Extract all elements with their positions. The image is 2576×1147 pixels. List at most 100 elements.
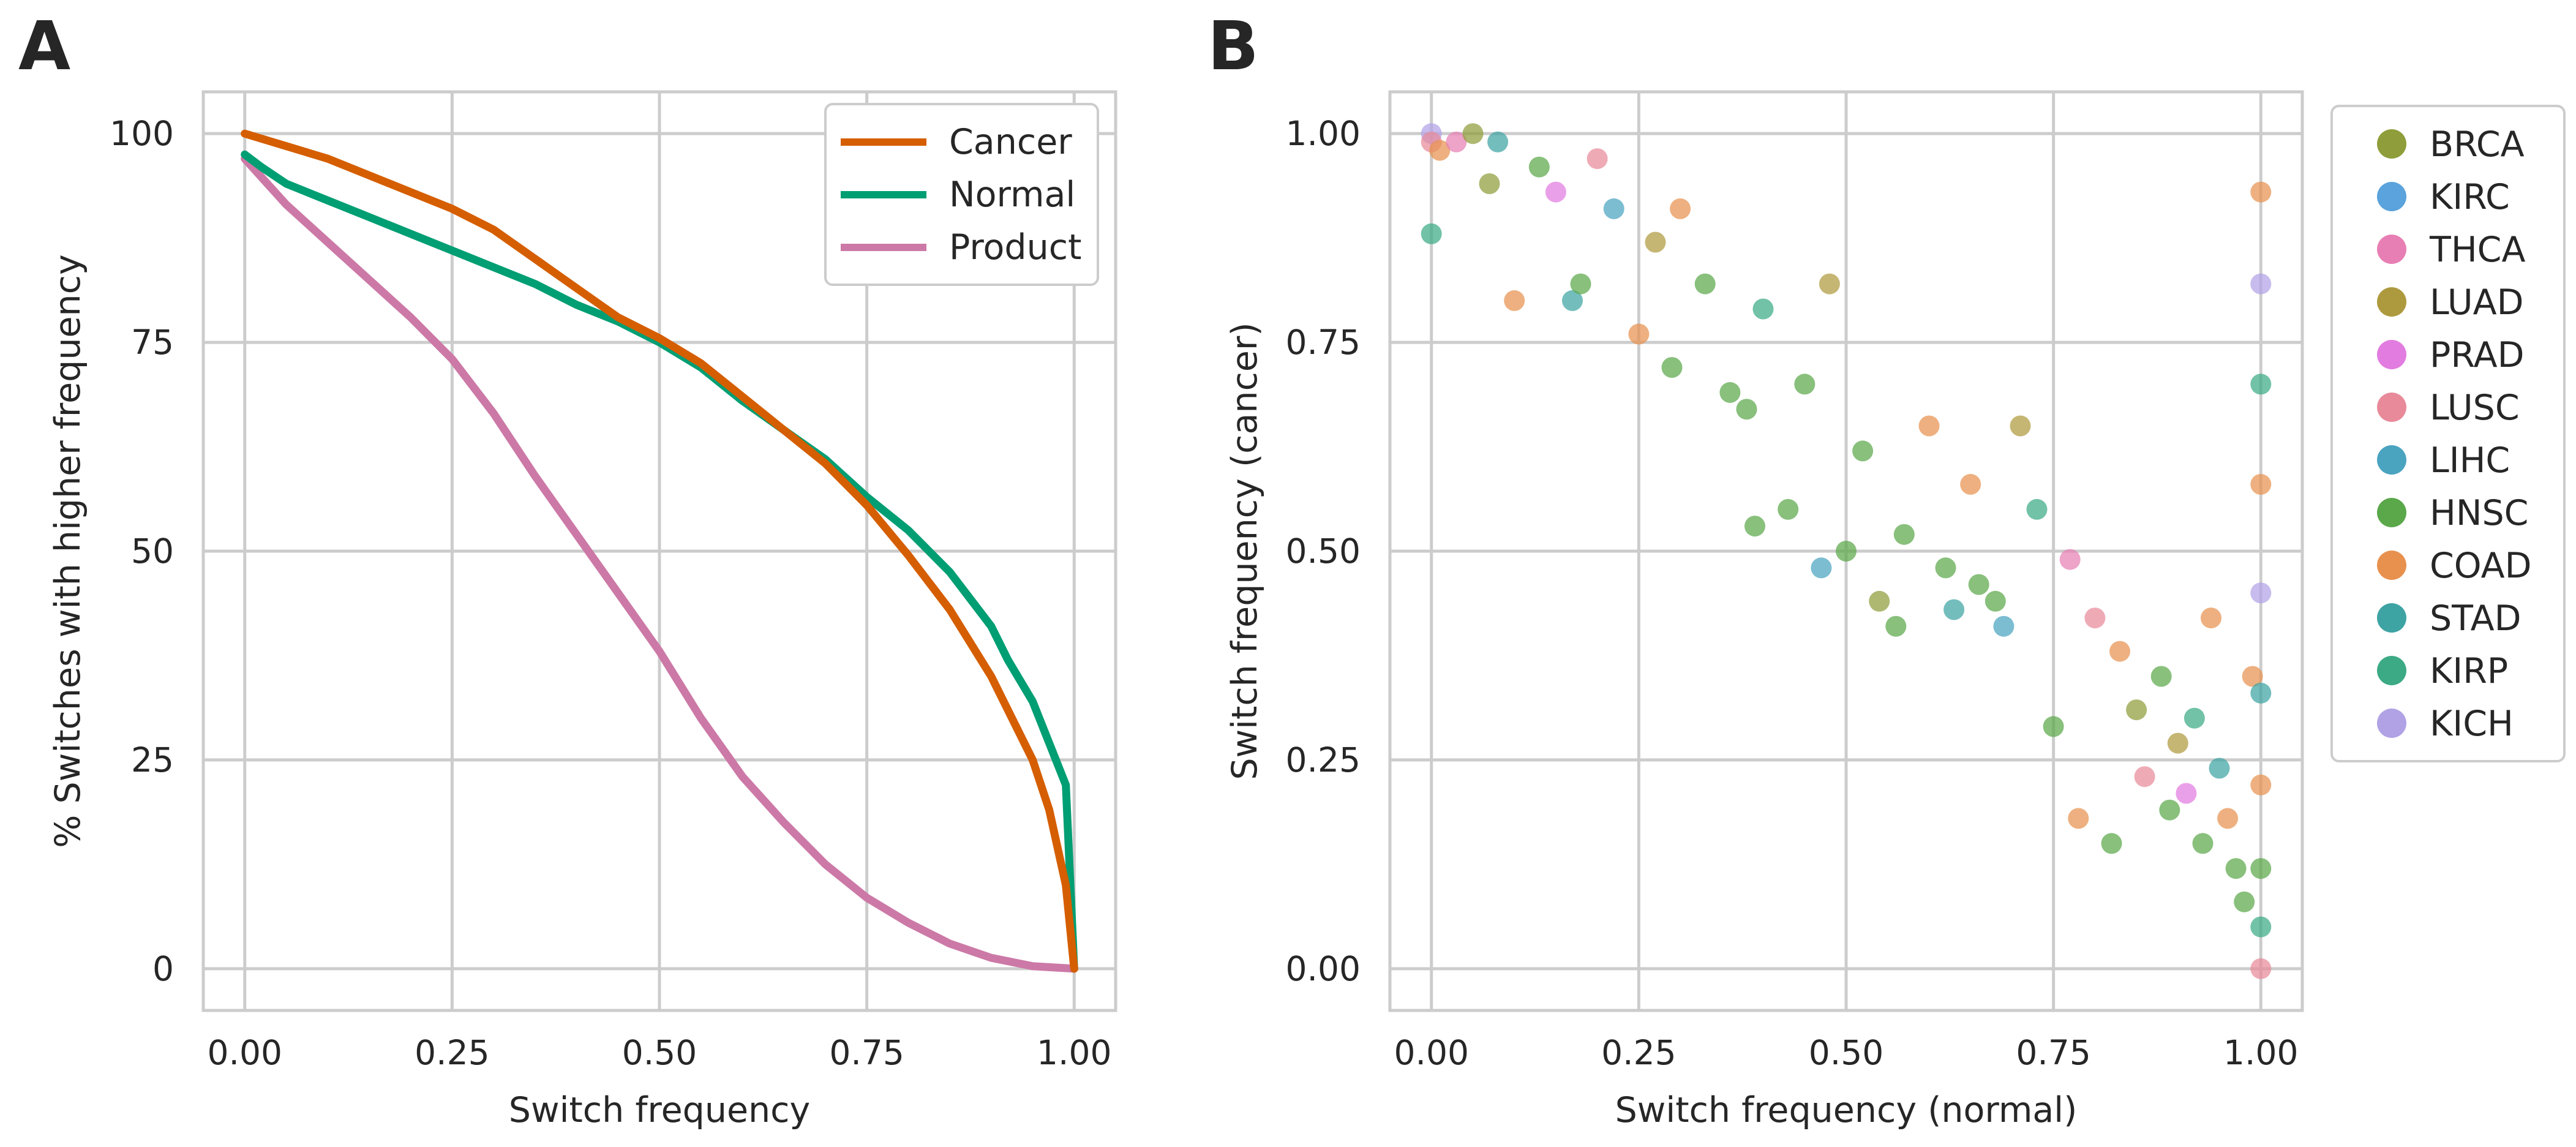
panel-b-legend-box xyxy=(2330,105,2566,762)
scatter-point-hnsc xyxy=(1661,357,1683,378)
scatter-point-hnsc xyxy=(2101,833,2122,854)
scatter-point-stad xyxy=(1562,290,1583,311)
legend-marker-luad xyxy=(2377,287,2406,317)
y-tick-label: 50 xyxy=(131,532,174,571)
scatter-point-thca xyxy=(1446,131,1467,152)
panel-b-frame xyxy=(1388,90,2304,1012)
y-tick-label: 0.25 xyxy=(1286,740,1361,780)
legend-marker-kirp xyxy=(2377,656,2406,685)
scatter-point-coad xyxy=(2068,808,2089,829)
scatter-point-brca xyxy=(1462,123,1484,145)
scatter-point-hnsc xyxy=(2225,858,2247,879)
scatter-point-hnsc xyxy=(2192,833,2214,854)
scatter-point-brca xyxy=(1479,173,1500,194)
scatter-point-coad xyxy=(1670,198,1691,219)
scatter-point-kirp xyxy=(1421,223,1442,244)
legend-label-product: Product xyxy=(949,227,1081,268)
legend-marker-lusc xyxy=(2377,393,2406,422)
scatter-point-coad xyxy=(2250,774,2272,795)
scatter-point-hnsc xyxy=(1528,156,1550,178)
legend-label-hnsc: HNSC xyxy=(2430,493,2528,533)
scatter-point-luad xyxy=(1645,231,1666,253)
x-tick-label: 1.00 xyxy=(2223,1033,2298,1072)
series-line-product xyxy=(241,154,1078,973)
scatter-point-hnsc xyxy=(2234,891,2255,912)
scatter-point-prad xyxy=(2176,783,2197,804)
scatter-point-hnsc xyxy=(2250,858,2272,879)
scatter-point-hnsc xyxy=(1852,440,1874,462)
y-tick-label: 0 xyxy=(152,949,174,988)
scatter-point-kich xyxy=(2250,273,2272,295)
scatter-point-brca xyxy=(1869,590,1890,612)
legend-marker-kich xyxy=(2377,709,2406,738)
scatter-point-luad xyxy=(2010,415,2031,437)
scatter-point-hnsc xyxy=(1794,374,1816,395)
legend-label-coad: COAD xyxy=(2430,546,2532,586)
x-tick-label: 1.00 xyxy=(1037,1033,1111,1072)
scatter-point-kirp xyxy=(2250,374,2272,395)
scatter-point-hnsc xyxy=(1885,615,1907,637)
legend-label-lusc: LUSC xyxy=(2430,388,2520,428)
legend-marker-hnsc xyxy=(2377,498,2406,527)
scatter-point-hnsc xyxy=(1744,516,1765,537)
legend-marker-kirc xyxy=(2377,182,2406,211)
legend-marker-brca xyxy=(2377,129,2406,159)
scatter-point-hnsc xyxy=(1694,273,1716,295)
y-tick-label: 0.75 xyxy=(1286,323,1361,362)
scatter-point-lusc xyxy=(2134,766,2155,788)
panel-b-xticks: 0.00 0.25 0.50 0.75 1.00 xyxy=(1394,1033,2298,1072)
scatter-point-hnsc xyxy=(2150,666,2172,687)
scatter-point-kirp xyxy=(2184,707,2205,729)
legend-marker-coad xyxy=(2377,551,2406,580)
x-tick-label: 0.00 xyxy=(207,1033,282,1072)
x-tick-label: 0.75 xyxy=(829,1033,904,1072)
scatter-point-coad xyxy=(2201,607,2221,629)
x-tick-label: 0.75 xyxy=(2016,1033,2090,1072)
x-tick-label: 0.25 xyxy=(415,1033,489,1072)
scatter-point-coad xyxy=(1504,290,1525,311)
legend-label-kirp: KIRP xyxy=(2430,651,2508,691)
series-line-cancer xyxy=(241,129,1078,973)
x-tick-label: 0.00 xyxy=(1394,1033,1468,1072)
legend-marker-prad xyxy=(2377,340,2406,369)
panel-a-xlabel: Switch frequency xyxy=(509,1090,810,1130)
y-tick-label: 0.00 xyxy=(1286,949,1361,988)
scatter-point-coad xyxy=(2250,473,2272,495)
legend-marker-thca xyxy=(2377,235,2406,264)
scatter-point-hnsc xyxy=(1778,498,1799,520)
scatter-point-coad xyxy=(1960,473,1981,495)
scatter-point-stad xyxy=(2250,682,2272,704)
scatter-point-stad xyxy=(2209,758,2230,779)
scatter-point-luad xyxy=(2167,732,2188,754)
legend-label-normal: Normal xyxy=(949,175,1075,215)
y-tick-label: 0.50 xyxy=(1286,532,1361,571)
legend-label-kirc: KIRC xyxy=(2430,177,2510,217)
scatter-point-luad xyxy=(1819,273,1840,295)
x-tick-label: 0.50 xyxy=(622,1033,697,1072)
legend-marker-stad xyxy=(2377,603,2406,633)
scatter-point-kirp xyxy=(1752,298,1774,320)
scatter-point-hnsc xyxy=(1570,273,1591,295)
scatter-point-kirp xyxy=(2250,916,2272,938)
panel-b-yticks: 0.00 0.25 0.50 0.75 1.00 xyxy=(1286,114,1361,988)
scatter-point-stad xyxy=(1487,131,1509,152)
scatter-point-brca xyxy=(2126,699,2147,721)
scatter-point-hnsc xyxy=(1719,382,1741,403)
scatter-point-hnsc xyxy=(1968,574,1989,595)
scatter-point-kich xyxy=(2250,582,2272,604)
scatter-point-hnsc xyxy=(2159,799,2180,821)
legend-label-luad: LUAD xyxy=(2430,282,2524,323)
scatter-point-lihc xyxy=(1811,557,1832,579)
scatter-point-coad xyxy=(2242,666,2263,687)
scatter-point-coad xyxy=(2250,181,2272,203)
legend-marker-lihc xyxy=(2377,445,2406,475)
scatter-point-stad xyxy=(1943,599,1965,620)
scatter-point-hnsc xyxy=(2043,716,2064,737)
x-tick-label: 0.50 xyxy=(1809,1033,1883,1072)
scatter-point-hnsc xyxy=(1893,524,1915,545)
scatter-point-lusc xyxy=(2084,607,2106,629)
y-tick-label: 1.00 xyxy=(1286,114,1361,153)
scatter-point-lusc xyxy=(2250,958,2272,979)
y-tick-label: 75 xyxy=(131,323,174,362)
